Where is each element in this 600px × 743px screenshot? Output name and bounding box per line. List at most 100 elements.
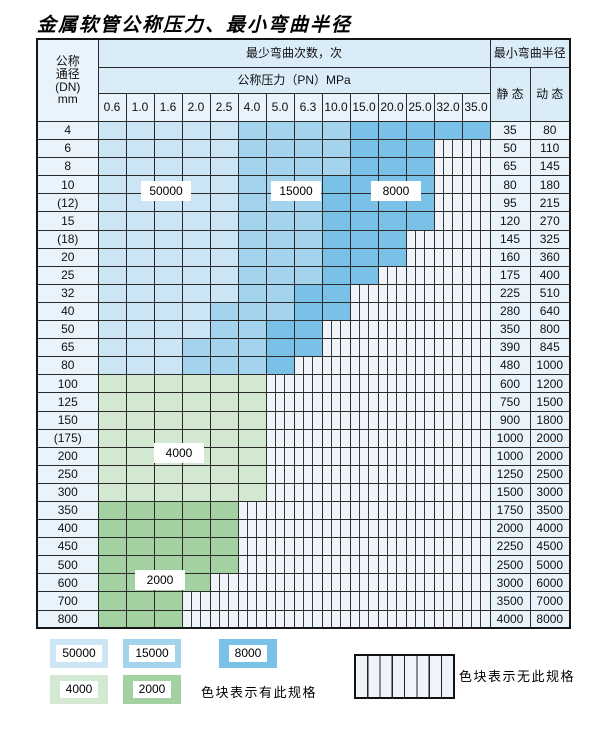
pressure-value: 1.6 — [153, 93, 183, 122]
legend-block-15000: 15000 — [123, 639, 181, 668]
spec-cell — [461, 320, 491, 340]
static-radius-cell: 1250 — [489, 464, 531, 484]
spec-cell — [237, 229, 267, 249]
legend-block-label: 2000 — [132, 681, 172, 698]
table-row: 200 1000 2000 — [36, 446, 571, 466]
table-row: 40 280 640 — [36, 301, 571, 322]
spec-cell — [461, 410, 491, 430]
spec-cell — [321, 482, 351, 502]
legend-no-spec-text: 色块表示无此规格 — [459, 669, 576, 684]
spec-cell — [125, 356, 155, 376]
spec-cell — [153, 392, 183, 412]
spec-cell — [181, 537, 211, 557]
spec-cell — [265, 428, 295, 448]
spec-cell — [125, 229, 155, 249]
dynamic-radius-cell: 6000 — [529, 573, 571, 593]
table-row: 100 600 1200 — [36, 374, 571, 394]
spec-cell — [209, 229, 239, 249]
static-radius-cell: 480 — [489, 356, 531, 376]
spec-cell — [97, 301, 127, 322]
static-radius-cell: 175 — [489, 265, 531, 285]
spec-cell — [405, 591, 435, 611]
pressure-header: 公称压力（PN）MPa — [97, 67, 491, 94]
dynamic-radius-cell: 80 — [529, 120, 571, 141]
band-label-2000: 2000 — [135, 570, 185, 590]
spec-cell — [461, 247, 491, 267]
dynamic-radius-cell: 270 — [529, 211, 571, 231]
spec-cell — [293, 120, 323, 141]
spec-cell — [125, 338, 155, 358]
spec-cell — [405, 301, 435, 322]
spec-cell — [293, 320, 323, 340]
spec-cell — [461, 211, 491, 231]
spec-cell — [125, 482, 155, 502]
static-radius-cell: 95 — [489, 193, 531, 213]
static-radius-cell: 600 — [489, 374, 531, 394]
legend-block-4000: 4000 — [50, 675, 108, 704]
spec-cell — [237, 537, 267, 557]
spec-cell — [209, 211, 239, 231]
spec-cell — [321, 410, 351, 430]
spec-cell — [265, 211, 295, 231]
spec-cell — [237, 175, 267, 195]
table-row: 125 750 1500 — [36, 392, 571, 412]
spec-cell — [265, 283, 295, 303]
spec-cell — [153, 500, 183, 521]
spec-cell — [237, 591, 267, 611]
spec-cell — [181, 247, 211, 267]
table-row: 6 50 110 — [36, 139, 571, 159]
table-row: 50 350 800 — [36, 320, 571, 340]
spec-cell — [125, 428, 155, 448]
table-row: 80 480 1000 — [36, 356, 571, 376]
pressure-value: 2.5 — [209, 93, 239, 122]
spec-cell — [433, 175, 463, 195]
static-radius-cell: 350 — [489, 320, 531, 340]
spec-cell — [125, 392, 155, 412]
spec-cell — [433, 193, 463, 213]
spec-cell — [377, 519, 407, 539]
spec-cell — [377, 428, 407, 448]
spec-cell — [377, 591, 407, 611]
spec-cell — [265, 301, 295, 322]
dn-header-line: 公称 — [55, 54, 80, 69]
table-row: 300 1500 3000 — [36, 482, 571, 502]
spec-cell — [209, 464, 239, 484]
spec-cell — [377, 410, 407, 430]
spec-cell — [433, 591, 463, 611]
spec-cell — [97, 338, 127, 358]
spec-cell — [265, 446, 295, 466]
spec-cell — [433, 464, 463, 484]
spec-cell — [321, 555, 351, 575]
spec-cell — [265, 500, 295, 521]
spec-cell — [405, 482, 435, 502]
spec-cell — [181, 555, 211, 575]
spec-cell — [209, 265, 239, 285]
spec-cell — [209, 320, 239, 340]
spec-cell — [97, 175, 127, 195]
spec-cell — [349, 555, 379, 575]
dynamic-radius-cell: 845 — [529, 338, 571, 358]
spec-cell — [293, 609, 323, 629]
dn-cell: 200 — [36, 446, 99, 466]
spec-cell — [293, 356, 323, 376]
table-row: 20 160 360 — [36, 247, 571, 267]
spec-cell — [153, 265, 183, 285]
dynamic-radius-cell: 180 — [529, 175, 571, 195]
spec-cell — [237, 374, 267, 394]
spec-cell — [433, 265, 463, 285]
dn-cell: 150 — [36, 410, 99, 430]
spec-cell — [209, 247, 239, 267]
spec-cell — [125, 555, 155, 575]
dn-cell: 50 — [36, 320, 99, 340]
dn-cell: 250 — [36, 464, 99, 484]
table-row: 800 4000 8000 — [36, 609, 571, 629]
spec-cell — [181, 410, 211, 430]
spec-cell — [405, 374, 435, 394]
spec-cell — [433, 229, 463, 249]
spec-cell — [349, 157, 379, 177]
spec-cell — [125, 591, 155, 611]
spec-cell — [293, 157, 323, 177]
spec-cell — [461, 609, 491, 629]
spec-cell — [405, 211, 435, 231]
spec-cell — [209, 175, 239, 195]
